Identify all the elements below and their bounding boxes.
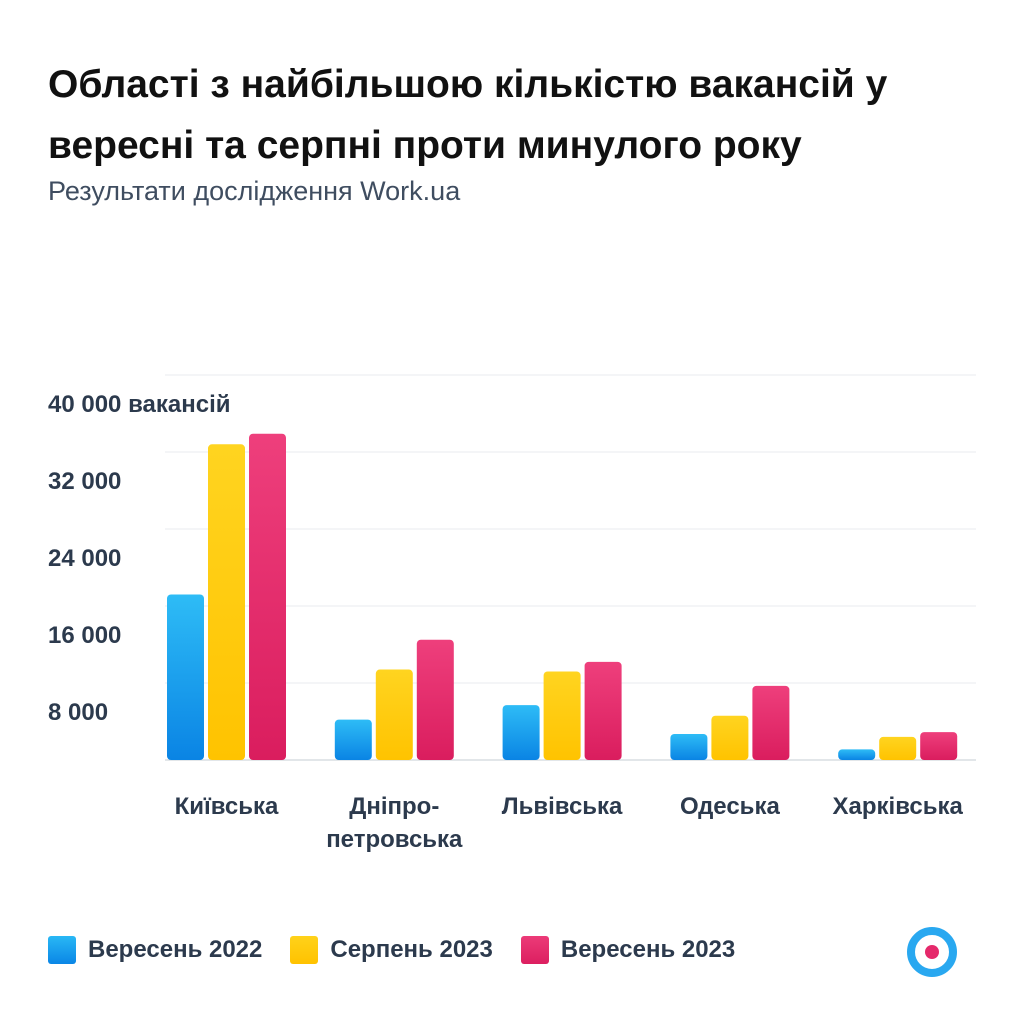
bar <box>375 669 413 760</box>
x-tick-label: Харківська <box>833 793 964 820</box>
legend-swatch-september-2022 <box>48 936 76 964</box>
y-tick-label: 16 000 <box>48 622 121 649</box>
chart-title: Області з найбільшою кількістю вакансій … <box>48 63 888 167</box>
bar <box>584 661 622 760</box>
y-tick-label: 40 000 вакансій <box>48 391 230 418</box>
bar <box>502 705 540 760</box>
bar <box>920 732 958 760</box>
bar <box>334 719 372 760</box>
legend-label-september-2022: Вересень 2022 <box>88 936 263 963</box>
bar <box>208 444 245 760</box>
legend-item-september-2022: Вересень 2022 <box>48 936 262 964</box>
bar <box>670 734 708 760</box>
legend-swatch-september-2023 <box>520 936 549 964</box>
x-tick-label: Дніпро- <box>349 793 439 820</box>
legend-label-september-2023: Вересень 2023 <box>560 936 736 963</box>
legend-item-august-2023: Серпень 2023 <box>290 936 493 964</box>
x-tick-label: Одеська <box>680 793 780 820</box>
work-ua-logo-icon <box>907 927 957 977</box>
y-tick-label: 8 000 <box>48 699 108 726</box>
legend-swatch-august-2023 <box>290 936 319 964</box>
y-tick-label: 24 000 <box>48 545 121 572</box>
bar <box>249 433 286 760</box>
bar <box>838 749 876 760</box>
x-tick-label: Київська <box>175 793 279 820</box>
chart-legend: Вересень 2022 Серпень 2023 Вересень 2023 <box>48 930 763 970</box>
chart-subtitle: Результати дослідження Work.ua <box>48 176 461 206</box>
bar <box>416 639 454 760</box>
x-tick-label: Львівська <box>502 793 623 820</box>
bar <box>711 715 749 760</box>
bar <box>752 685 790 760</box>
bar <box>879 736 917 760</box>
legend-item-september-2023: Вересень 2023 <box>520 936 736 964</box>
bar <box>167 594 204 760</box>
y-tick-label: 32 000 <box>48 468 121 495</box>
x-tick-label: петровська <box>326 826 463 853</box>
legend-label-august-2023: Серпень 2023 <box>330 936 493 963</box>
bar <box>543 671 581 760</box>
